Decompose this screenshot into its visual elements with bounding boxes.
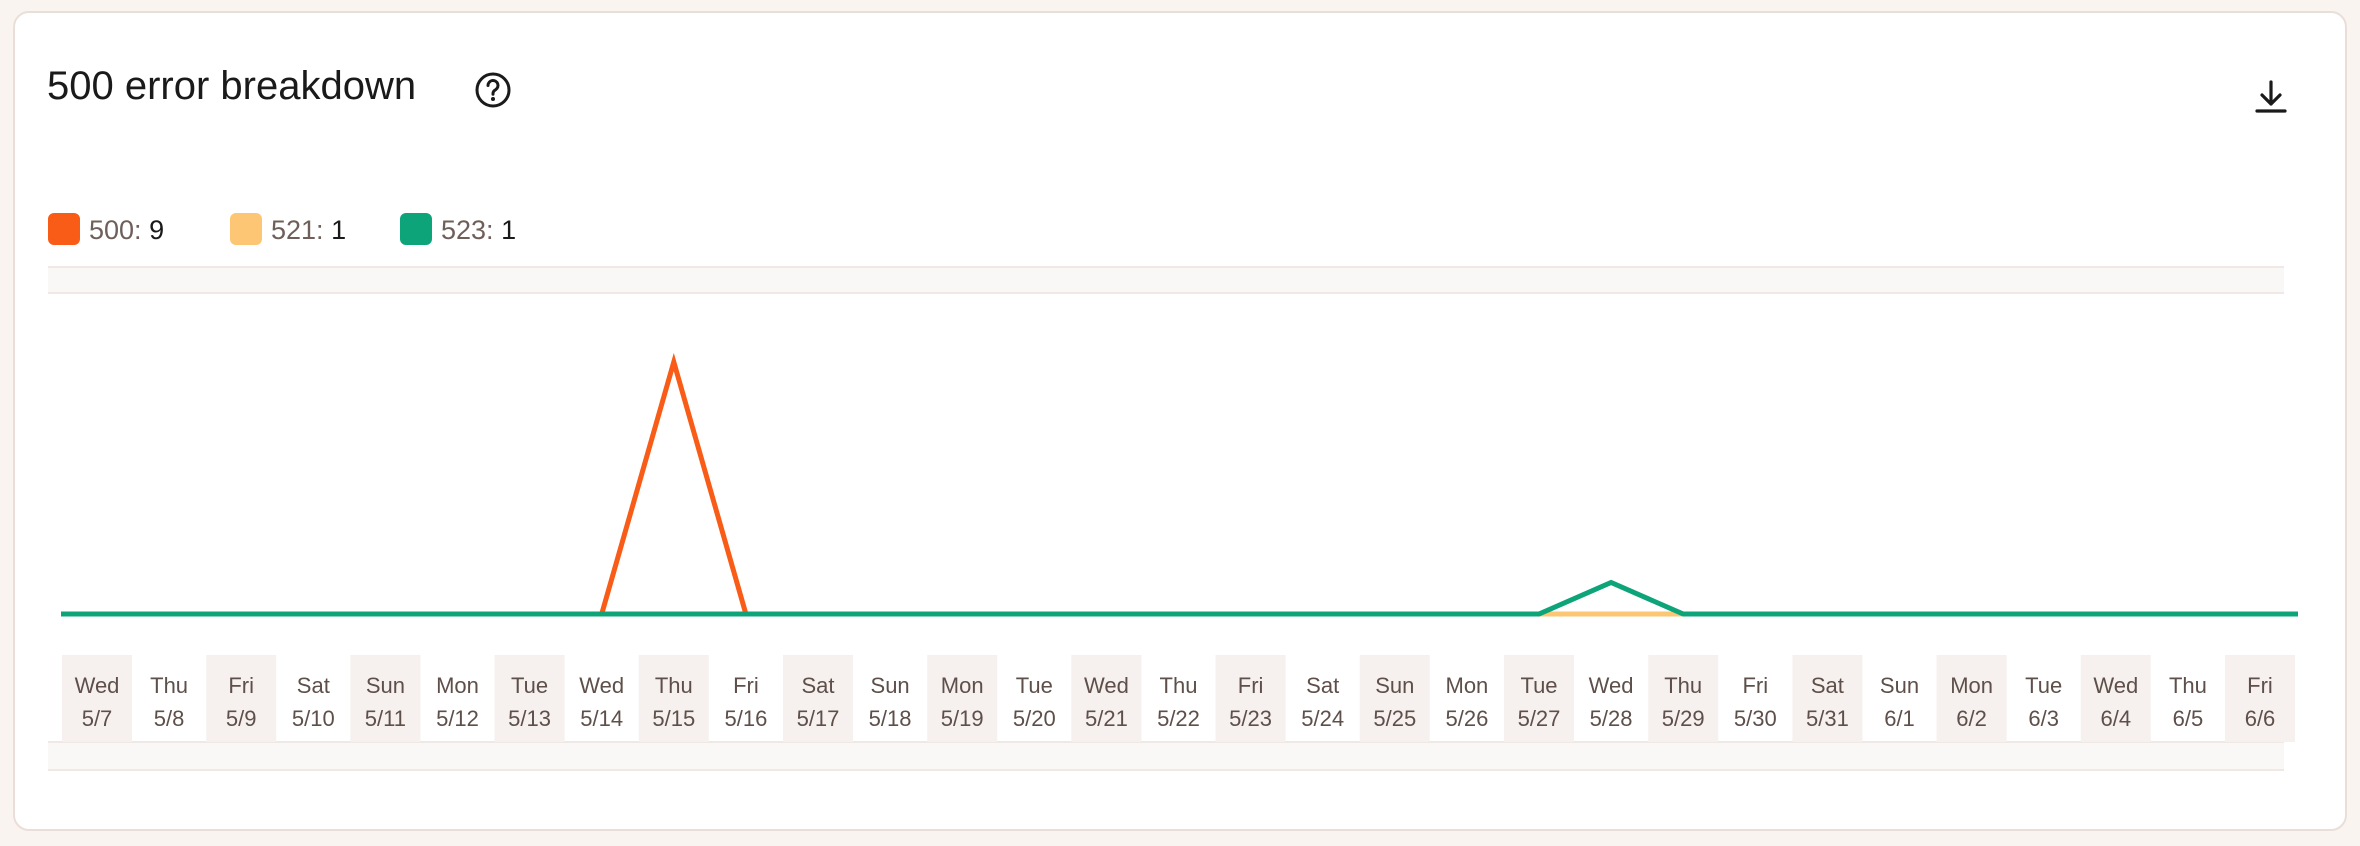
- x-tick-bg: [1648, 655, 1719, 742]
- help-circle-icon[interactable]: [473, 70, 513, 110]
- x-tick-label-day: Sat: [801, 673, 834, 698]
- x-tick-label-date: 5/28: [1590, 706, 1633, 731]
- x-tick-label-date: 6/6: [2245, 706, 2276, 731]
- x-tick-label-date: 5/13: [508, 706, 551, 731]
- x-tick-label-date: 5/19: [941, 706, 984, 731]
- x-tick-label-date: 5/25: [1373, 706, 1416, 731]
- x-tick-label-date: 5/17: [797, 706, 840, 731]
- legend-code-521: 521:: [271, 215, 324, 245]
- x-tick-label-day: Mon: [436, 673, 479, 698]
- x-tick-label-date: 5/22: [1157, 706, 1200, 731]
- legend-swatch-521: [230, 213, 262, 245]
- x-tick-label-day: Thu: [1160, 673, 1198, 698]
- x-tick-label-day: Fri: [733, 673, 759, 698]
- legend-count-521: 1: [331, 215, 347, 245]
- x-tick-label-date: 6/3: [2028, 706, 2059, 731]
- x-tick-label-day: Wed: [1084, 673, 1129, 698]
- x-tick-label-date: 5/18: [869, 706, 912, 731]
- x-tick-label-date: 5/7: [82, 706, 113, 731]
- legend-code-523: 523:: [441, 215, 494, 245]
- x-tick-label-day: Wed: [75, 673, 120, 698]
- x-tick-label-day: Tue: [1520, 673, 1557, 698]
- x-tick-label-day: Fri: [1742, 673, 1768, 698]
- x-tick-label-date: 6/2: [1956, 706, 1987, 731]
- x-tick-bg: [2080, 655, 2151, 742]
- x-tick-label-day: Fri: [228, 673, 254, 698]
- series-line-523: [61, 579, 2298, 617]
- x-tick-label-day: Thu: [1664, 673, 1702, 698]
- x-tick-label-day: Thu: [150, 673, 188, 698]
- x-tick-bg: [783, 655, 853, 742]
- x-tick-label-day: Sun: [871, 673, 910, 698]
- x-tick-label-date: 5/14: [580, 706, 623, 731]
- x-tick-label-day: Thu: [655, 673, 693, 698]
- x-tick-label-day: Wed: [2093, 673, 2138, 698]
- x-tick-label-day: Mon: [1446, 673, 1489, 698]
- x-tick-bg: [1359, 655, 1430, 742]
- x-tick-bg: [927, 655, 998, 742]
- x-tick-label-day: Sat: [1811, 673, 1844, 698]
- x-tick-label-date: 5/16: [724, 706, 767, 731]
- x-tick-label-day: Sun: [366, 673, 405, 698]
- legend-count-500: 9: [149, 215, 165, 245]
- x-tick-label-date: 5/23: [1229, 706, 1272, 731]
- x-tick-label-date: 5/21: [1085, 706, 1128, 731]
- x-tick-label-day: Thu: [2169, 673, 2207, 698]
- legend-code-500: 500:: [89, 215, 142, 245]
- x-tick-bg: [1792, 655, 1863, 742]
- series-line-500: [61, 352, 2298, 617]
- chart-title: 500 error breakdown: [47, 64, 417, 108]
- x-tick-label-day: Tue: [511, 673, 548, 698]
- x-tick-label-day: Sat: [1306, 673, 1339, 698]
- x-tick-label-date: 5/9: [226, 706, 257, 731]
- download-icon[interactable]: [2251, 78, 2291, 118]
- x-tick-bg: [350, 655, 421, 742]
- x-tick-label-day: Tue: [2025, 673, 2062, 698]
- x-tick-label-date: 5/31: [1806, 706, 1849, 731]
- x-tick-label-day: Sat: [297, 673, 330, 698]
- x-tick-label-date: 5/29: [1662, 706, 1705, 731]
- x-tick-label-date: 5/15: [652, 706, 695, 731]
- chart-top-band: [48, 266, 2284, 294]
- x-tick-label-day: Wed: [579, 673, 624, 698]
- legend-count-523: 1: [501, 215, 517, 245]
- x-tick-label-day: Fri: [2247, 673, 2273, 698]
- x-tick-bg: [638, 655, 709, 742]
- x-tick-label-date: 6/5: [2173, 706, 2204, 731]
- x-tick-label-day: Tue: [1016, 673, 1053, 698]
- x-tick-label-date: 5/8: [154, 706, 185, 731]
- x-tick-bg: [1504, 655, 1574, 742]
- x-tick-bg: [1936, 655, 2007, 742]
- x-tick-bg: [2225, 655, 2295, 742]
- x-tick-bg: [1071, 655, 1142, 742]
- x-tick-label-date: 5/26: [1445, 706, 1488, 731]
- x-tick-bg: [494, 655, 565, 742]
- x-tick-label-date: 6/4: [2101, 706, 2132, 731]
- legend-swatch-500: [48, 213, 80, 245]
- chart-bottom-band: [48, 741, 2284, 771]
- x-tick-label-date: 6/1: [1884, 706, 1915, 731]
- x-tick-label-day: Fri: [1238, 673, 1264, 698]
- x-tick-label-day: Wed: [1589, 673, 1634, 698]
- x-tick-label-day: Sun: [1880, 673, 1919, 698]
- x-tick-label-date: 5/24: [1301, 706, 1344, 731]
- x-tick-label-day: Mon: [1950, 673, 1993, 698]
- x-tick-bg: [1215, 655, 1286, 742]
- x-tick-label-date: 5/20: [1013, 706, 1056, 731]
- legend-swatch-523: [400, 213, 432, 245]
- x-tick-label-day: Mon: [941, 673, 984, 698]
- x-tick-label-date: 5/11: [365, 706, 406, 731]
- x-tick-label-date: 5/30: [1734, 706, 1777, 731]
- x-tick-label-date: 5/27: [1518, 706, 1561, 731]
- x-tick-bg: [62, 655, 132, 742]
- x-tick-label-day: Sun: [1375, 673, 1414, 698]
- x-tick-label-date: 5/12: [436, 706, 479, 731]
- x-axis-ticks: Wed 5/7 Thu 5/8 Fri 5/9 Sat 5/10 Sun 5/11 Mon 5/12 T…: [62, 655, 2295, 742]
- x-tick-label-date: 5/10: [292, 706, 335, 731]
- x-tick-bg: [206, 655, 277, 742]
